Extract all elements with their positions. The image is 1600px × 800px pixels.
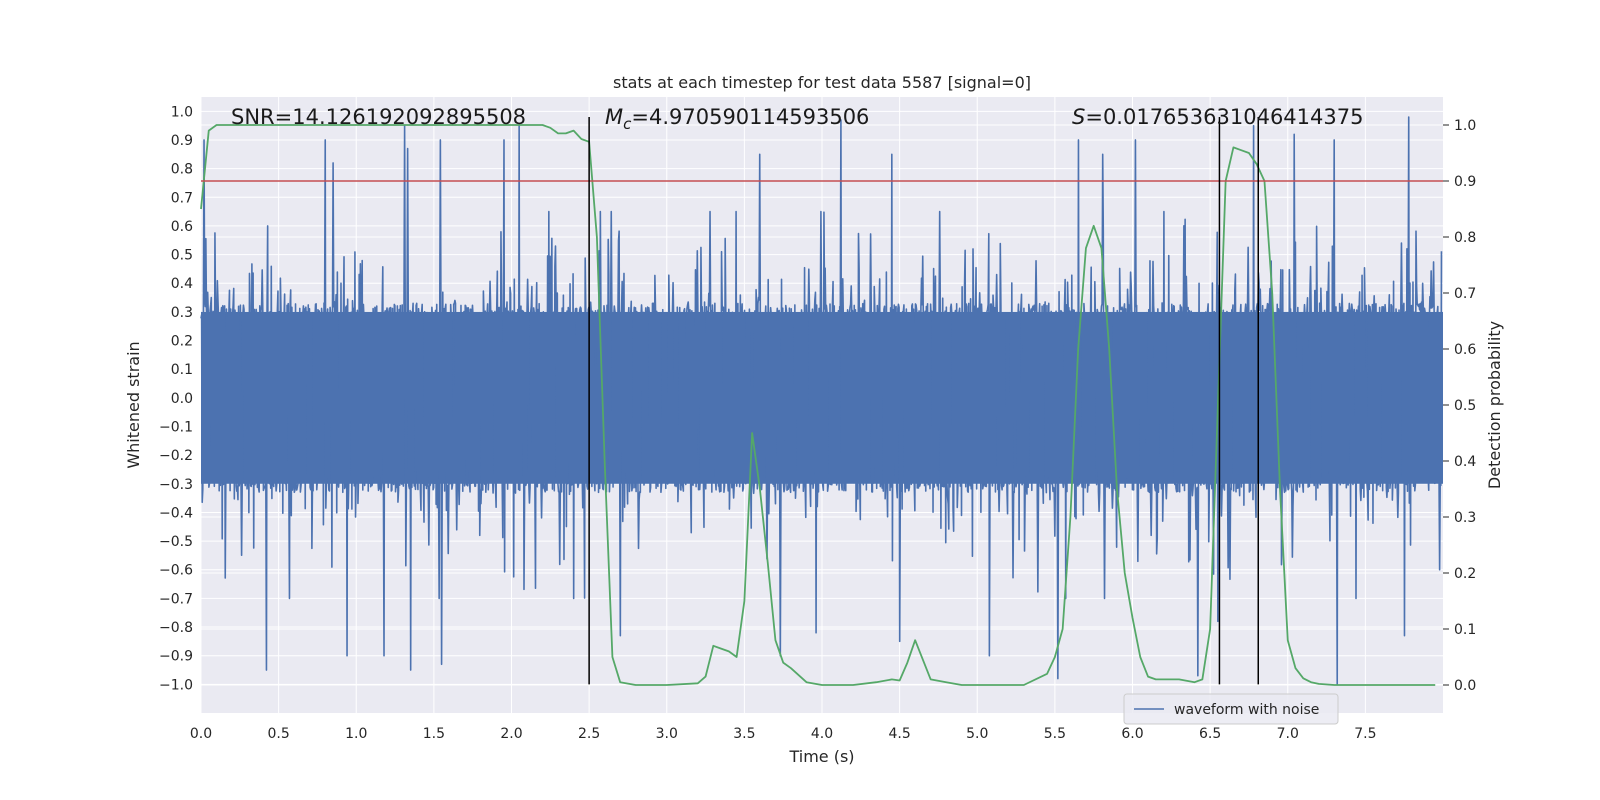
x-tick-label: 6.0 xyxy=(1121,726,1143,742)
chirp-mass-value: =4.970590114593506 xyxy=(631,105,869,129)
y-right-ticks: 1.0 0.9 0.8 0.7 0.6 0.5 0.4 0.3 0.2 0.1 0.0 xyxy=(1443,118,1476,694)
y-left-tick-label: −0.7 xyxy=(159,591,193,607)
y-left-tick-label: 0.1 xyxy=(171,362,193,378)
s-annotation: S=0.017653631046414375 xyxy=(1072,105,1363,129)
y-left-tick-label: −0.5 xyxy=(159,534,193,550)
x-axis-label: Time (s) xyxy=(788,747,854,766)
y-right-tick-label: 0.5 xyxy=(1454,398,1476,414)
probability-line xyxy=(200,124,1436,686)
y-left-tick-label: −0.4 xyxy=(159,505,193,521)
snr-annotation: SNR=14.126192092895508 xyxy=(231,105,526,129)
y-right-tick-label: 0.3 xyxy=(1454,510,1476,526)
y-right-tick-label: 0.0 xyxy=(1454,678,1476,694)
y-right-tick-label: 0.9 xyxy=(1454,174,1476,190)
y-left-tick-label: 0.3 xyxy=(171,305,193,321)
y-right-tick-label: 1.0 xyxy=(1454,118,1476,134)
x-tick-label: 3.5 xyxy=(733,726,755,742)
y-left-tick-label: −0.9 xyxy=(159,649,193,665)
chirp-mass-subscript: c xyxy=(623,115,632,133)
x-tick-label: 7.0 xyxy=(1277,726,1299,742)
y-left-tick-label: −0.1 xyxy=(159,419,193,435)
x-tick-label: 7.5 xyxy=(1354,726,1376,742)
y-left-ticks: 1.0 0.9 0.8 0.7 0.6 0.5 0.4 0.3 0.2 0.1 0.0 −0.1 −0.… xyxy=(159,104,193,693)
x-tick-label: 0.5 xyxy=(267,726,289,742)
y-left-tick-label: −0.3 xyxy=(159,477,193,493)
x-tick-label: 1.5 xyxy=(423,726,445,742)
y-left-tick-label: −0.6 xyxy=(159,563,193,579)
y-right-tick-label: 0.1 xyxy=(1454,622,1476,638)
y-left-tick-label: −1.0 xyxy=(159,677,193,693)
legend-box xyxy=(1123,693,1339,725)
y-right-tick-label: 0.8 xyxy=(1454,230,1476,246)
y-left-tick-label: 0.4 xyxy=(171,276,193,292)
y-left-tick-label: 0.2 xyxy=(171,334,193,350)
legend: waveform with noise xyxy=(1123,693,1339,725)
y-left-tick-label: 0.5 xyxy=(171,248,193,264)
y-left-tick-label: 0.8 xyxy=(171,162,193,178)
x-tick-label: 0.0 xyxy=(190,726,212,742)
x-tick-label: 2.0 xyxy=(500,726,522,742)
x-ticks: 0.0 0.5 1.0 1.5 2.0 2.5 3.0 3.5 4.0 4.5 5.0 5.5 6.0 6… xyxy=(190,726,1377,742)
y-left-tick-label: 0.0 xyxy=(171,391,193,407)
x-tick-label: 4.5 xyxy=(888,726,910,742)
vertical-lines-layer xyxy=(588,117,1260,685)
x-tick-label: 2.5 xyxy=(578,726,600,742)
legend-label: waveform with noise xyxy=(1174,702,1319,718)
y-left-tick-label: 0.9 xyxy=(171,133,193,149)
y-left-tick-label: 1.0 xyxy=(171,104,193,120)
x-tick-label: 5.0 xyxy=(966,726,988,742)
y-left-tick-label: 0.7 xyxy=(171,190,193,206)
x-tick-label: 6.5 xyxy=(1199,726,1221,742)
chirp-mass-annotation: Mc=4.970590114593506 xyxy=(605,105,869,133)
y-left-tick-label: −0.2 xyxy=(159,448,193,464)
x-tick-label: 5.5 xyxy=(1044,726,1066,742)
y-left-axis-label: Whitened strain xyxy=(124,341,143,468)
y-right-tick-label: 0.7 xyxy=(1454,286,1476,302)
strain-line xyxy=(200,116,1443,686)
x-tick-label: 1.0 xyxy=(345,726,367,742)
y-right-tick-label: 0.6 xyxy=(1454,342,1476,358)
chirp-mass-symbol: M xyxy=(605,105,623,129)
strain-series xyxy=(200,116,1443,686)
s-value: =0.017653631046414375 xyxy=(1085,105,1363,129)
y-left-tick-label: 0.6 xyxy=(171,219,193,235)
x-tick-label: 3.0 xyxy=(656,726,678,742)
chart-title: stats at each timestep for test data 558… xyxy=(613,73,1031,92)
probability-series xyxy=(200,124,1436,686)
y-left-tick-label: −0.8 xyxy=(159,620,193,636)
y-right-tick-label: 0.2 xyxy=(1454,566,1476,582)
y-right-axis-label: Detection probability xyxy=(1485,321,1504,489)
y-right-tick-label: 0.4 xyxy=(1454,454,1476,470)
s-symbol: S xyxy=(1072,105,1085,129)
x-tick-label: 4.0 xyxy=(811,726,833,742)
